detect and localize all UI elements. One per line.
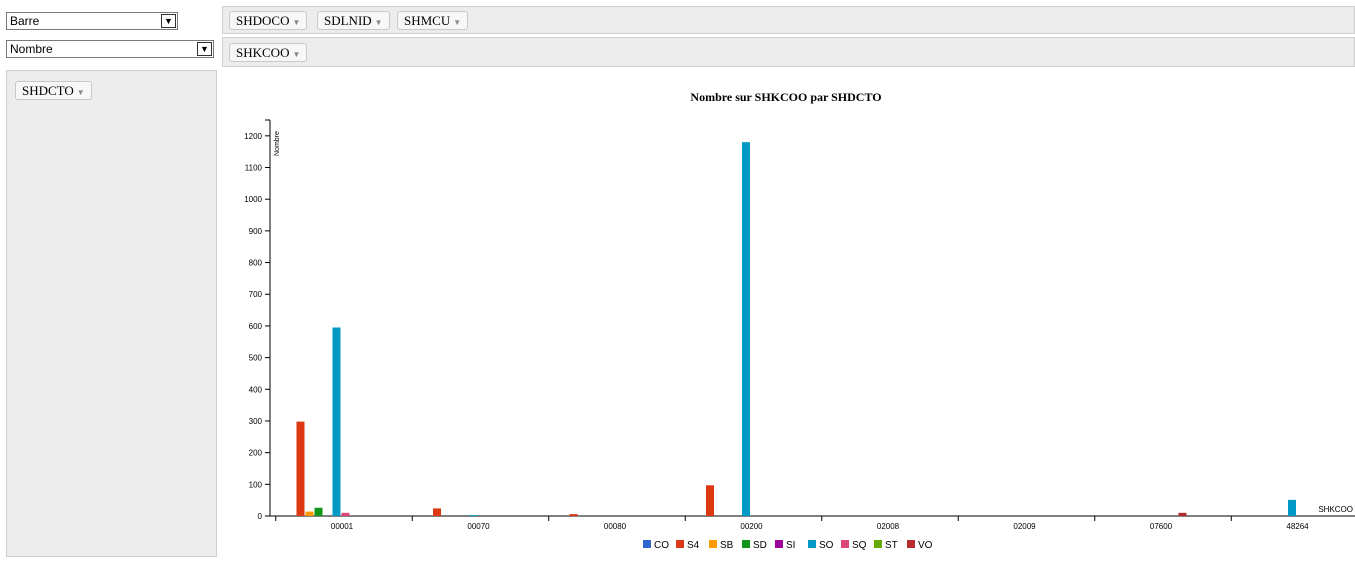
chart-title: Nombre sur SHKCOO par SHDCTO — [690, 90, 881, 104]
legend-swatch — [709, 540, 717, 548]
chart-area: Nombre sur SHKCOO par SHDCTO 0 100 200 300 4… — [222, 70, 1355, 557]
row-pill-shdcto[interactable]: SHDCTO ▼ — [15, 81, 92, 100]
x-tick-label: 02009 — [1013, 522, 1036, 531]
x-tick-label: 07600 — [1150, 522, 1173, 531]
y-tick-label: 900 — [249, 227, 263, 236]
y-axis: 0 100 200 300 400 500 600 700 800 900 1000 1100 1200… — [244, 119, 281, 521]
filter-pill-label: SDLNID — [324, 13, 372, 28]
bar-so — [742, 142, 750, 516]
legend: CO S4 SB SD SI SO SQ ST VO — [643, 540, 933, 551]
bar-s4 — [569, 514, 578, 516]
caret-down-icon: ▼ — [453, 18, 462, 27]
y-tick-label: 1000 — [244, 195, 262, 204]
legend-swatch — [808, 540, 816, 548]
y-tick-label: 0 — [258, 512, 263, 521]
filter-pill-shdoco[interactable]: SHDOCO ▼ — [229, 11, 308, 30]
bar-so — [469, 515, 477, 516]
bar-so — [332, 327, 341, 516]
x-axis: 00001 00070 00080 00200 02008 02009 07600 48264… — [270, 505, 1355, 531]
y-tick-label: 500 — [249, 354, 263, 363]
filter-pill-shmcu[interactable]: SHMCU ▼ — [397, 11, 469, 30]
x-axis-label: SHKCOO — [1318, 505, 1353, 514]
chart-type-value: Barre — [10, 14, 40, 28]
bar-so — [1288, 499, 1296, 516]
bar-s4 — [706, 485, 714, 516]
bar-s4 — [433, 508, 441, 516]
legend-label: SB — [720, 540, 734, 551]
y-tick-label: 1200 — [244, 132, 262, 141]
x-tick-label: 00200 — [740, 522, 763, 531]
caret-down-icon: ▼ — [374, 18, 383, 27]
chevron-down-icon[interactable]: ▼ — [197, 42, 212, 56]
y-tick-label: 100 — [249, 480, 263, 489]
x-tick-label: 00070 — [467, 522, 490, 531]
legend-label: VO — [918, 540, 933, 551]
filter-pill-label: SHMCU — [404, 13, 451, 28]
legend-label: S4 — [687, 540, 700, 551]
y-tick-label: 700 — [249, 290, 263, 299]
filter-pill-sdlnid[interactable]: SDLNID ▼ — [317, 11, 390, 30]
legend-swatch — [841, 540, 849, 548]
legend-swatch — [907, 540, 915, 548]
y-tick-label: 1100 — [245, 164, 263, 173]
bar-chart: Nombre sur SHKCOO par SHDCTO 0 100 200 300 4… — [244, 90, 1355, 551]
y-tick-label: 400 — [249, 385, 263, 394]
filter-pill-label: SHDOCO — [236, 13, 290, 28]
bar-sb — [305, 511, 314, 516]
y-tick-label: 800 — [249, 259, 263, 268]
chart-type-select[interactable]: Barre ▼ — [6, 12, 178, 30]
bar-vo — [1178, 512, 1187, 516]
x-tick-label: 00001 — [331, 522, 354, 531]
caret-down-icon: ▼ — [292, 18, 301, 27]
x-tick-label: 02008 — [877, 522, 900, 531]
row-pill-label: SHDCTO — [22, 83, 74, 98]
legend-swatch — [742, 540, 750, 548]
bar-sq — [341, 512, 350, 516]
legend-label: SO — [819, 540, 834, 551]
col-pill-shkcoo[interactable]: SHKCOO ▼ — [229, 43, 308, 62]
legend-label: CO — [654, 540, 669, 551]
aggregator-value: Nombre — [10, 42, 53, 56]
legend-swatch — [643, 540, 651, 548]
bars — [296, 142, 1296, 516]
legend-swatch — [874, 540, 882, 548]
legend-swatch — [775, 540, 783, 548]
col-pill-label: SHKCOO — [236, 45, 290, 60]
filters-row: SHDOCO ▼ SDLNID ▼ SHMCU ▼ — [222, 6, 1355, 34]
y-tick-label: 200 — [249, 449, 263, 458]
x-tick-label: 48264 — [1286, 522, 1309, 531]
chevron-down-icon[interactable]: ▼ — [161, 14, 176, 28]
y-tick-label: 300 — [249, 417, 263, 426]
caret-down-icon: ▼ — [292, 50, 301, 59]
bar-s4 — [296, 421, 305, 516]
legend-swatch — [676, 540, 684, 548]
cols-row: SHKCOO ▼ — [222, 37, 1355, 67]
aggregator-select[interactable]: Nombre ▼ — [6, 40, 214, 58]
legend-label: SD — [753, 540, 767, 551]
bar-sd — [314, 507, 323, 516]
rows-panel: SHDCTO ▼ — [6, 70, 217, 557]
legend-label: ST — [885, 540, 898, 551]
x-tick-label: 00080 — [604, 522, 627, 531]
y-tick-label: 600 — [249, 322, 263, 331]
caret-down-icon: ▼ — [76, 88, 85, 97]
y-axis-label: Nombre — [274, 131, 281, 156]
legend-label: SQ — [852, 540, 867, 551]
legend-label: SI — [786, 540, 795, 551]
